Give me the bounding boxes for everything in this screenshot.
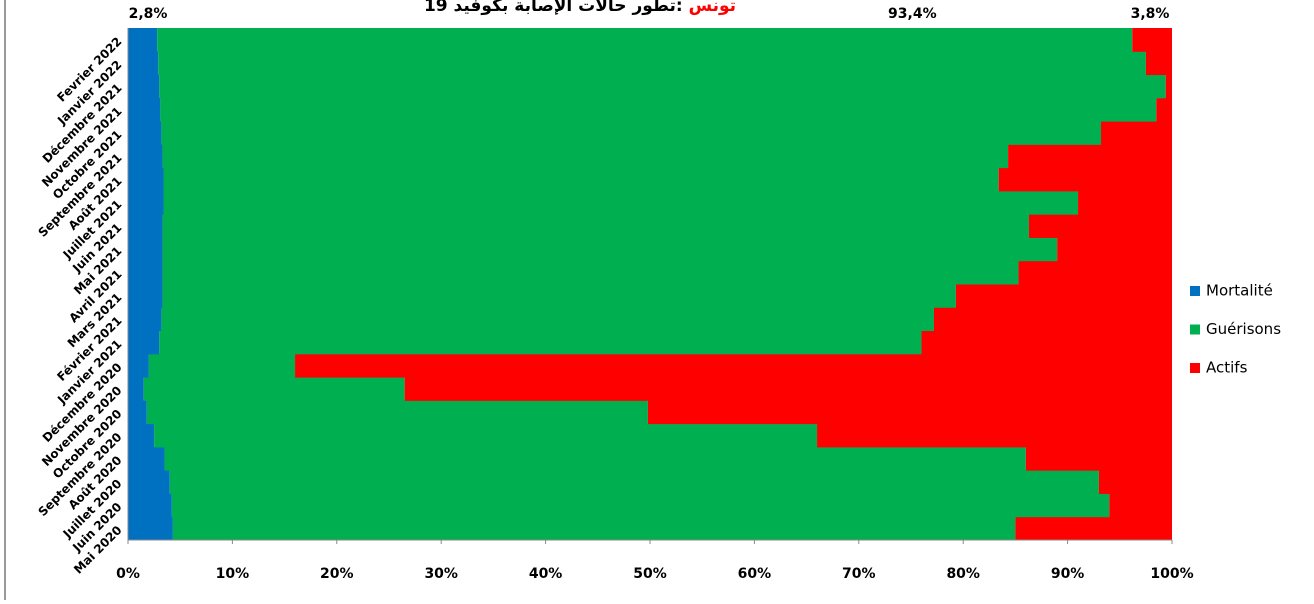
bar-segment — [128, 377, 144, 401]
bar-segment — [154, 423, 818, 448]
x-tick-label: 100% — [1150, 566, 1193, 582]
series-end-label: 3,8% — [1131, 6, 1170, 22]
bar-segment — [998, 167, 1172, 192]
legend-swatch — [1190, 286, 1200, 296]
title-black: :تطور حالات الإصابة بكوفيد 19 — [424, 0, 683, 16]
bar-segment — [647, 400, 1172, 425]
bar-segment — [172, 516, 1016, 541]
bar-segment — [1145, 51, 1172, 76]
x-tick-label: 40% — [529, 566, 563, 582]
bar-segment — [163, 167, 999, 192]
bar-segment — [143, 377, 405, 401]
bar-segment — [128, 28, 158, 52]
bar-segment — [128, 144, 163, 169]
bar-segment — [128, 190, 164, 215]
bar-segment — [1156, 97, 1172, 122]
bar-segment — [1109, 493, 1172, 518]
bar-segment — [128, 214, 163, 238]
bar-segment — [162, 144, 1009, 169]
x-tick-label: 0% — [116, 566, 140, 582]
bar-segment — [404, 377, 1172, 401]
x-tick-label: 20% — [320, 566, 354, 582]
x-tick-label: 70% — [842, 566, 876, 582]
bar-segment — [817, 423, 1172, 448]
bar-segment — [169, 470, 1099, 494]
title-red: تونس — [689, 0, 736, 16]
bar-segment — [148, 353, 296, 378]
bar-segment — [955, 284, 1172, 308]
bar-segment — [128, 284, 163, 308]
x-tick-label: 80% — [946, 566, 980, 582]
bar-segment — [1025, 446, 1172, 471]
x-tick-label: 10% — [216, 566, 250, 582]
bar-segment — [128, 237, 163, 262]
bar-segment — [128, 97, 161, 122]
bar-segment — [128, 51, 159, 76]
bar-segment — [128, 470, 170, 494]
bar-segment — [1165, 74, 1172, 99]
bar-segment — [159, 74, 1166, 99]
bar-segment — [128, 121, 162, 145]
bar-segment — [162, 237, 1058, 262]
bar-segment — [160, 97, 1157, 122]
bar-segment — [128, 400, 147, 425]
bar-segment — [1008, 144, 1172, 169]
bar-segment — [157, 28, 1133, 52]
bar-segment — [1098, 470, 1172, 494]
bar-segment — [158, 51, 1146, 76]
x-tick-label: 90% — [1051, 566, 1085, 582]
series-end-label: 93,4% — [888, 6, 937, 22]
bar-segment — [164, 446, 1026, 471]
bar-segment — [146, 400, 648, 425]
bar-segment — [161, 307, 934, 332]
bar-segment — [162, 260, 1019, 285]
legend-label: Actifs — [1206, 359, 1248, 377]
bar-segment — [162, 214, 1029, 238]
bar-segment — [1028, 214, 1172, 238]
bar-segment — [128, 167, 164, 192]
bar-segment — [128, 423, 155, 448]
bar-segment — [128, 74, 160, 99]
series-end-label: 2,8% — [129, 6, 168, 22]
chart-title: تونس :تطور حالات الإصابة بكوفيد 19 — [424, 0, 736, 16]
bar-segment — [128, 516, 173, 541]
x-tick-label: 60% — [738, 566, 772, 582]
legend-label: Mortalité — [1206, 282, 1273, 300]
bar-segment — [128, 353, 149, 378]
legend-swatch — [1190, 363, 1200, 373]
bar-segment — [128, 446, 165, 471]
x-tick-label: 50% — [633, 566, 667, 582]
bar-segment — [159, 330, 922, 355]
bar-segment — [161, 121, 1102, 145]
bar-segment — [1018, 260, 1172, 285]
bar-segment — [1078, 190, 1172, 215]
bar-segment — [921, 330, 1172, 355]
bar-segment — [1057, 237, 1172, 262]
x-tick-label: 30% — [424, 566, 458, 582]
bar-segment — [162, 284, 956, 308]
bar-segment — [163, 190, 1079, 215]
bar-segment — [295, 353, 1172, 378]
bar-segment — [1132, 28, 1172, 52]
bar-segment — [128, 260, 163, 285]
legend-swatch — [1190, 324, 1200, 335]
bar-segment — [128, 307, 162, 332]
bar-segment — [933, 307, 1172, 332]
bar-segment — [128, 493, 172, 518]
legend-label: Guérisons — [1206, 320, 1281, 338]
bar-segment — [1015, 516, 1172, 541]
bar-segment — [171, 493, 1110, 518]
bar-segment — [128, 330, 160, 355]
bar-segment — [1101, 121, 1172, 145]
